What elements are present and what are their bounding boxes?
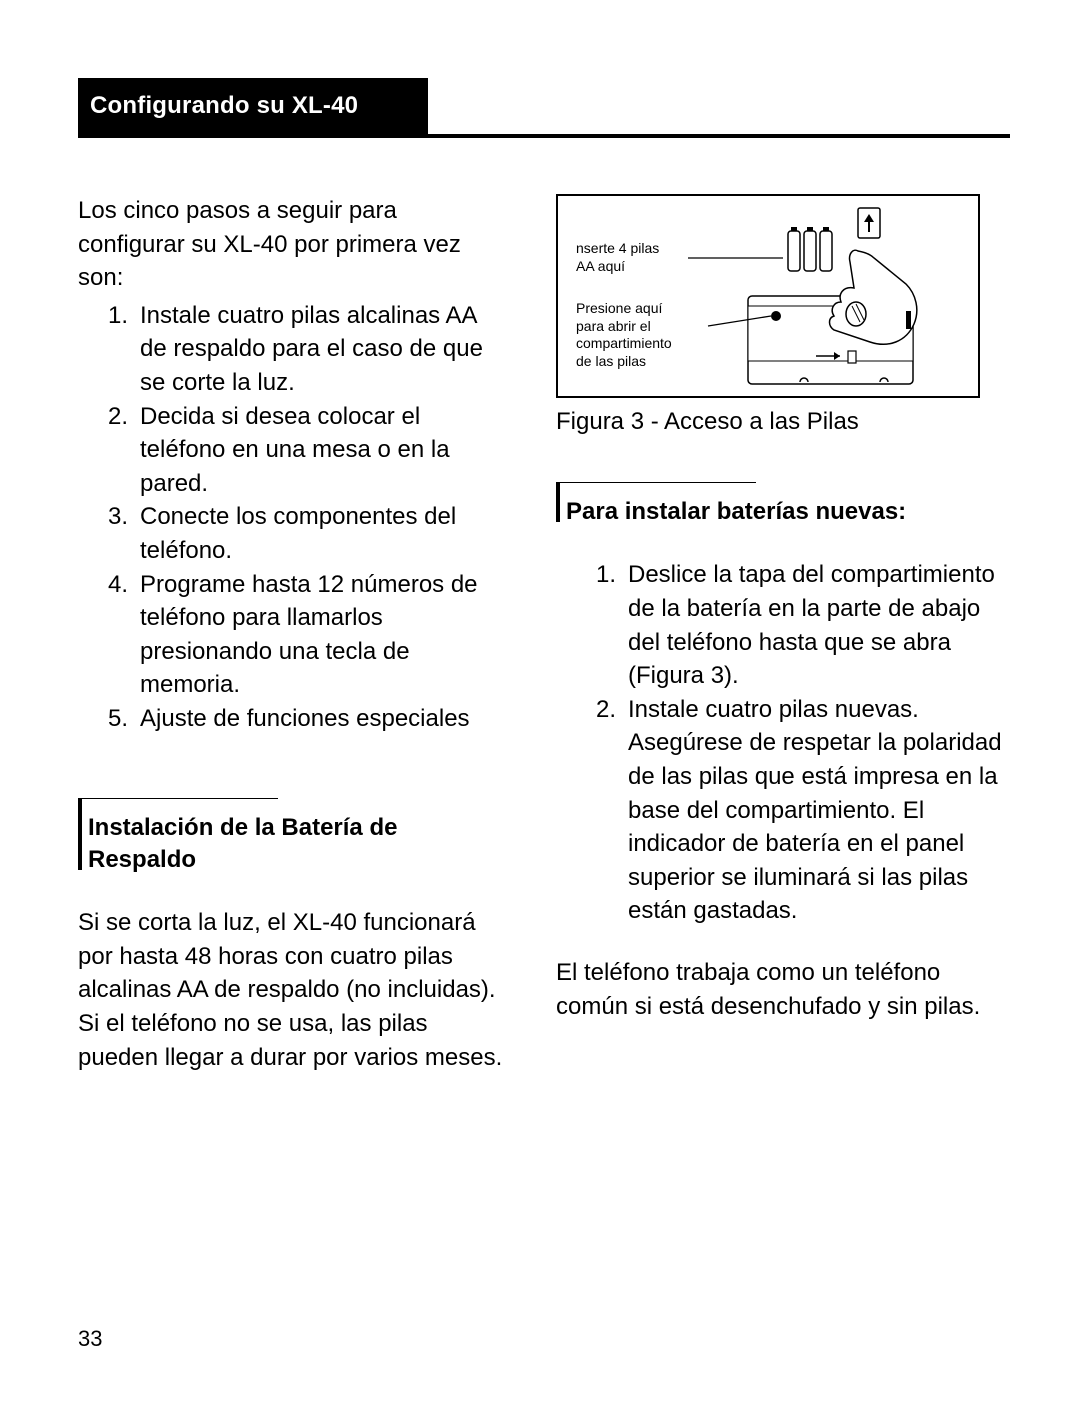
page: Configurando su XL-40 Los cinco pasos a …	[0, 0, 1080, 1412]
content-columns: Los cinco pasos a seguir para configurar…	[78, 194, 1010, 1074]
list-item: Instale cuatro pilas alcalinas AA de res…	[140, 299, 508, 400]
section-heading-battery-backup: Instalación de la Batería de Respaldo	[78, 808, 508, 877]
list-item: Decida si desea colocar el teléfono en u…	[140, 400, 508, 501]
figure-label-press: Presione aquí para abrir el compartimien…	[576, 300, 672, 370]
list-item: Ajuste de funciones especiales	[140, 702, 508, 736]
header-title: Configurando su XL-40	[78, 78, 428, 134]
header-band: Configurando su XL-40	[78, 78, 1010, 138]
figure-3-illustration: nserte 4 pilas AA aquí Presione aquí par…	[556, 194, 980, 398]
left-column: Los cinco pasos a seguir para configurar…	[78, 194, 508, 1074]
closing-text: El teléfono trabaja como un teléfono com…	[556, 956, 1006, 1023]
battery-backup-body: Si se corta la luz, el XL-40 funcionará …	[78, 906, 508, 1074]
figure-label-insert: nserte 4 pilas AA aquí	[576, 240, 659, 275]
intro-text: Los cinco pasos a seguir para configurar…	[78, 194, 508, 295]
install-batteries-list: Deslice la tapa del compartimiento de la…	[556, 558, 1006, 928]
list-item: Programe hasta 12 números de teléfono pa…	[140, 568, 508, 702]
setup-steps-list: Instale cuatro pilas alcalinas AA de res…	[78, 299, 508, 736]
section-heading-install-batteries: Para instalar baterías nuevas:	[556, 492, 1006, 528]
page-number: 33	[78, 1326, 102, 1352]
figure-3-caption: Figura 3 - Acceso a las Pilas	[556, 408, 1006, 436]
list-item: Conecte los componentes del teléfono.	[140, 500, 508, 567]
list-item: Instale cuatro pilas nuevas. Asegúrese d…	[628, 693, 1006, 928]
list-item: Deslice la tapa del compartimiento de la…	[628, 558, 1006, 692]
right-column: nserte 4 pilas AA aquí Presione aquí par…	[556, 194, 1006, 1074]
